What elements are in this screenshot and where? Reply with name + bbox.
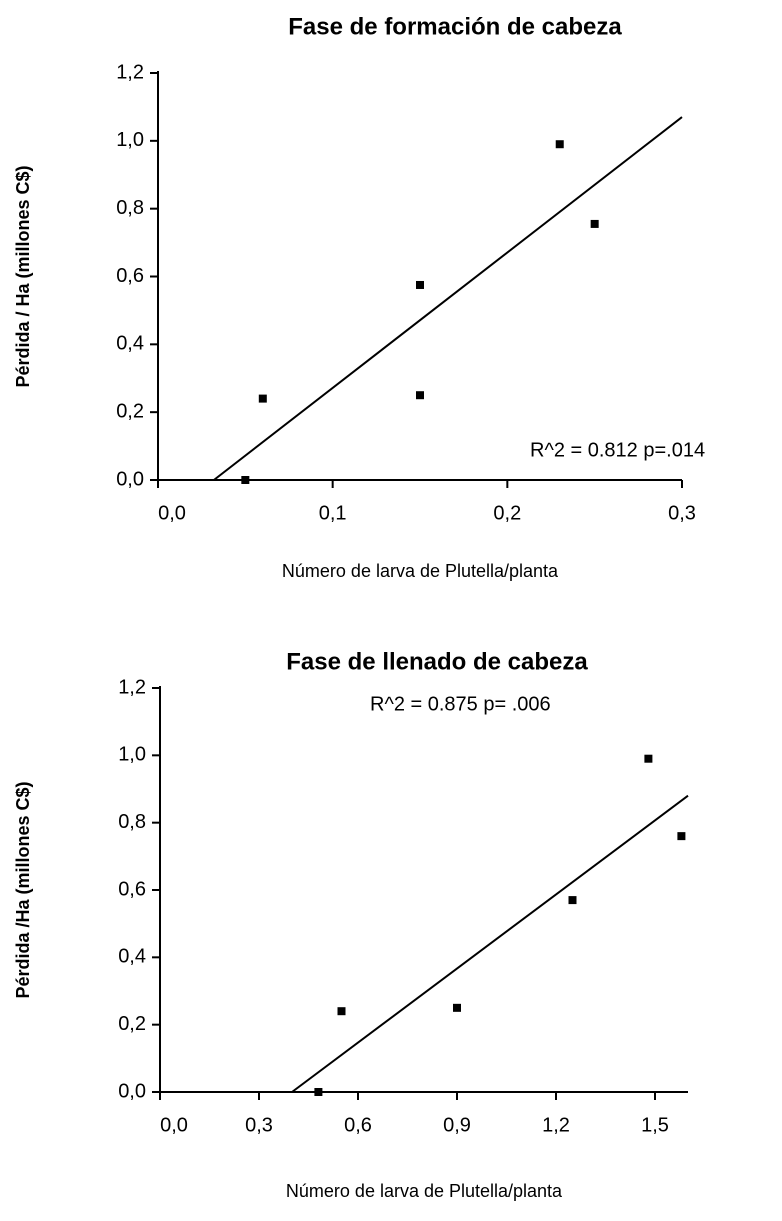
point: [241, 476, 250, 484]
y-tick-label: 0,0: [116, 468, 144, 490]
y-tick-label: 1,2: [116, 61, 144, 83]
point: [416, 391, 424, 400]
point: [590, 219, 599, 228]
point: [453, 1003, 461, 1012]
annotation: R^2 = 0.812 p=.014: [530, 439, 705, 461]
y-axis-label: Pérdida /Ha (millones C$): [13, 781, 33, 998]
x-tick-label: 0,0: [158, 502, 186, 524]
chart-title: Fase de llenado de cabeza: [286, 648, 588, 675]
x-tick-label: 1,5: [641, 1114, 669, 1136]
x-tick-label: 0,6: [344, 1114, 372, 1136]
y-tick-label: 0,6: [116, 265, 144, 287]
y-tick-label: 0,4: [118, 946, 146, 968]
y-tick-label: 0,8: [118, 811, 146, 833]
regression-line: [291, 794, 689, 1093]
point: [416, 280, 424, 289]
y-tick-label: 0,8: [116, 197, 144, 219]
point: [644, 754, 653, 763]
regression-line: [213, 116, 683, 481]
x-tick-label: 0,9: [443, 1114, 471, 1136]
y-tick-label: 0,2: [118, 1013, 146, 1035]
point: [555, 140, 564, 149]
y-tick-label: 0,4: [116, 333, 144, 355]
chart-title: Fase de formación de cabeza: [288, 13, 622, 40]
x-axis-label: Número de larva de Plutella/planta: [282, 561, 559, 581]
annotation: R^2 = 0.875 p= .006: [370, 693, 551, 715]
y-axis-label: Pérdida / Ha (millones C$): [13, 165, 33, 387]
y-tick-label: 1,0: [116, 129, 144, 151]
point: [677, 832, 686, 841]
y-tick-label: 0,2: [116, 400, 144, 422]
y-tick-label: 0,6: [118, 878, 146, 900]
y-tick-label: 0,0: [118, 1080, 146, 1102]
y-tick-label: 1,2: [118, 676, 146, 698]
point: [314, 1088, 323, 1096]
point: [258, 394, 267, 403]
point: [568, 896, 577, 905]
y-tick-label: 1,0: [118, 744, 146, 766]
x-tick-label: 0,3: [245, 1114, 273, 1136]
x-tick-label: 0,1: [319, 502, 347, 524]
x-axis-label: Número de larva de Plutella/planta: [286, 1181, 563, 1201]
x-tick-label: 1,2: [542, 1114, 570, 1136]
point: [337, 1007, 346, 1016]
x-tick-label: 0,2: [493, 502, 521, 524]
x-tick-label: 0,0: [160, 1114, 188, 1136]
x-tick-label: 0,3: [668, 502, 696, 524]
